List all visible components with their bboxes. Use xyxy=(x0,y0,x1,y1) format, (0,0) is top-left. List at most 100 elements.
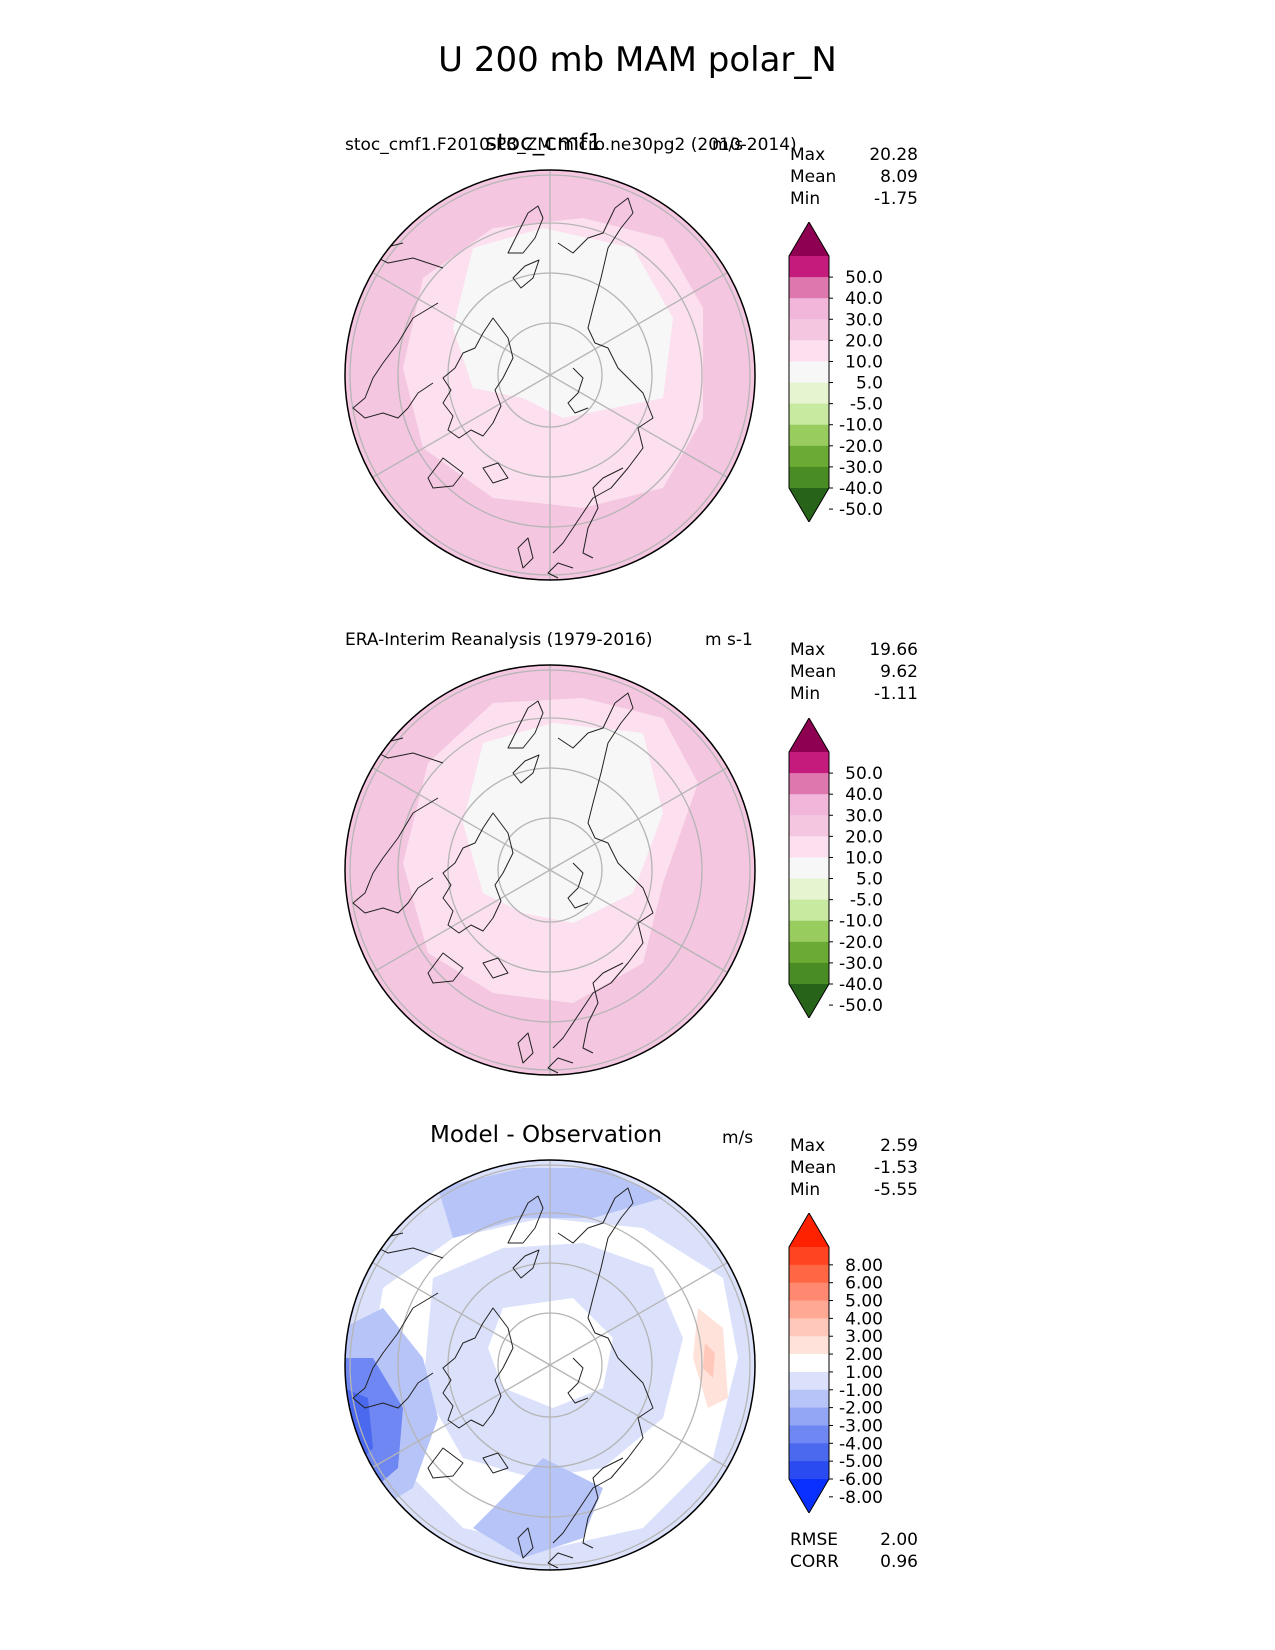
colorbar-tick-label: 10.0 xyxy=(845,352,883,372)
panel2-polar-map xyxy=(344,664,756,1076)
colorbar-extend-max xyxy=(789,718,829,752)
panel3-corr-value: 0.96 xyxy=(880,1552,918,1572)
coastline xyxy=(352,302,439,419)
coastline xyxy=(567,367,589,414)
colorbar-tick-label: -4.00 xyxy=(839,1434,883,1454)
coastline xyxy=(482,1452,509,1474)
panel3-units: m/s xyxy=(722,1128,754,1148)
panel1-stat-value: 8.09 xyxy=(880,167,918,187)
longitude-line xyxy=(530,374,551,387)
colorbar-segment xyxy=(789,1443,829,1462)
colorbar-segment xyxy=(789,1300,829,1319)
colorbar-segment xyxy=(789,752,829,774)
coastline xyxy=(482,462,509,484)
map-boundary xyxy=(344,664,756,1076)
colorbar-segment xyxy=(789,1354,829,1373)
panel3-colorbar: 8.006.005.004.003.002.001.00-1.00-2.00-3… xyxy=(788,1213,883,1513)
coastline xyxy=(507,1195,544,1244)
colorbar-segment xyxy=(789,1425,829,1444)
coastline xyxy=(552,1187,654,1544)
coastline xyxy=(512,1249,540,1279)
panel2-colorbar: 50.040.030.020.010.05.0-5.0-10.0-20.0-30… xyxy=(788,718,883,1018)
colorbar-segment xyxy=(789,1264,829,1284)
colorbar-tick-label: 1.00 xyxy=(845,1363,883,1383)
colorbar-segment xyxy=(789,1371,829,1391)
colorbar-segment xyxy=(789,857,829,880)
map-boundary xyxy=(344,169,756,581)
colorbar-segment xyxy=(789,466,829,489)
colorbar-segment xyxy=(789,1407,829,1426)
panel1-polar-map xyxy=(344,169,756,581)
colorbar-segment xyxy=(789,815,829,837)
colorbar-tick-label: 40.0 xyxy=(845,289,883,309)
map-field xyxy=(345,665,755,1075)
colorbar-tick-label: 20.0 xyxy=(845,331,883,351)
colorbar-tick-label: 4.00 xyxy=(845,1309,883,1329)
panel2-stat-value: 9.62 xyxy=(880,662,918,682)
panel2-stat-label: Min xyxy=(790,684,821,704)
panel2-subtitle: ERA-Interim Reanalysis (1979-2016) xyxy=(345,630,653,650)
coastline xyxy=(512,754,540,784)
colorbar-tick-label: -40.0 xyxy=(839,479,883,499)
panel3-stat-value: -5.55 xyxy=(874,1180,918,1200)
colorbar-segment xyxy=(789,424,829,447)
colorbar-tick-label: 6.00 xyxy=(845,1274,883,1294)
longitude-line xyxy=(549,869,570,882)
map-field xyxy=(345,170,755,580)
panel1-stat-value: -1.75 xyxy=(874,189,918,209)
coastline xyxy=(442,1307,514,1429)
colorbar-segment xyxy=(789,1336,829,1355)
coastline xyxy=(352,797,439,914)
field-white xyxy=(463,723,663,923)
panel3-stat-label: Max xyxy=(790,1136,826,1156)
colorbar-tick-label: 40.0 xyxy=(845,785,883,805)
coastline xyxy=(442,812,514,934)
longitude-line xyxy=(568,271,728,365)
coastline xyxy=(507,700,544,749)
colorbar-tick-label: 50.0 xyxy=(845,764,883,784)
colorbar-tick-label: -50.0 xyxy=(839,500,883,520)
colorbar-tick-label: 10.0 xyxy=(845,848,883,868)
colorbar-tick-label: -6.00 xyxy=(839,1470,883,1490)
colorbar-segment xyxy=(789,962,829,985)
colorbar-segment xyxy=(789,1389,829,1409)
longitude-line xyxy=(372,271,532,365)
colorbar-tick-label: -1.00 xyxy=(839,1381,883,1401)
colorbar-segment xyxy=(789,1318,829,1337)
longitude-line xyxy=(568,1375,728,1469)
coastline xyxy=(427,952,464,984)
field-white xyxy=(453,228,673,418)
longitude-line xyxy=(568,1261,728,1355)
colorbar-segment xyxy=(789,277,829,299)
longitude-line xyxy=(549,1364,570,1377)
colorbar-segment xyxy=(789,340,829,362)
longitude-line xyxy=(530,363,551,376)
coastline xyxy=(567,862,589,909)
coastline xyxy=(517,537,534,569)
longitude-line xyxy=(568,766,728,860)
longitude-line xyxy=(372,1375,532,1469)
colorbar-segment xyxy=(789,899,829,922)
panel2-units: m s-1 xyxy=(705,630,753,650)
colorbar-tick-label: 3.00 xyxy=(845,1327,883,1347)
coastline xyxy=(547,562,574,579)
map-field xyxy=(345,1160,755,1570)
colorbar-segment xyxy=(789,941,829,964)
map-boundary xyxy=(344,1159,756,1571)
colorbar-tick-label: -30.0 xyxy=(839,954,883,974)
colorbar-segment xyxy=(789,1461,829,1480)
colorbar-extend-min xyxy=(789,1479,829,1513)
panel1-colorbar: 50.040.030.020.010.05.0-5.0-10.0-20.0-30… xyxy=(788,222,883,522)
coastline xyxy=(507,205,544,254)
colorbar-segment xyxy=(789,878,829,901)
longitude-line xyxy=(549,1353,570,1366)
colorbar-tick-label: -20.0 xyxy=(839,437,883,457)
colorbar-segment xyxy=(789,445,829,468)
coastline xyxy=(567,1357,589,1404)
colorbar-segment xyxy=(789,920,829,943)
panel3-rmse-label: RMSE xyxy=(790,1530,839,1550)
panel2-stat-label: Mean xyxy=(790,662,837,682)
coastline xyxy=(582,467,624,559)
coastline xyxy=(352,1292,439,1409)
panel3-polar-map xyxy=(344,1159,756,1571)
